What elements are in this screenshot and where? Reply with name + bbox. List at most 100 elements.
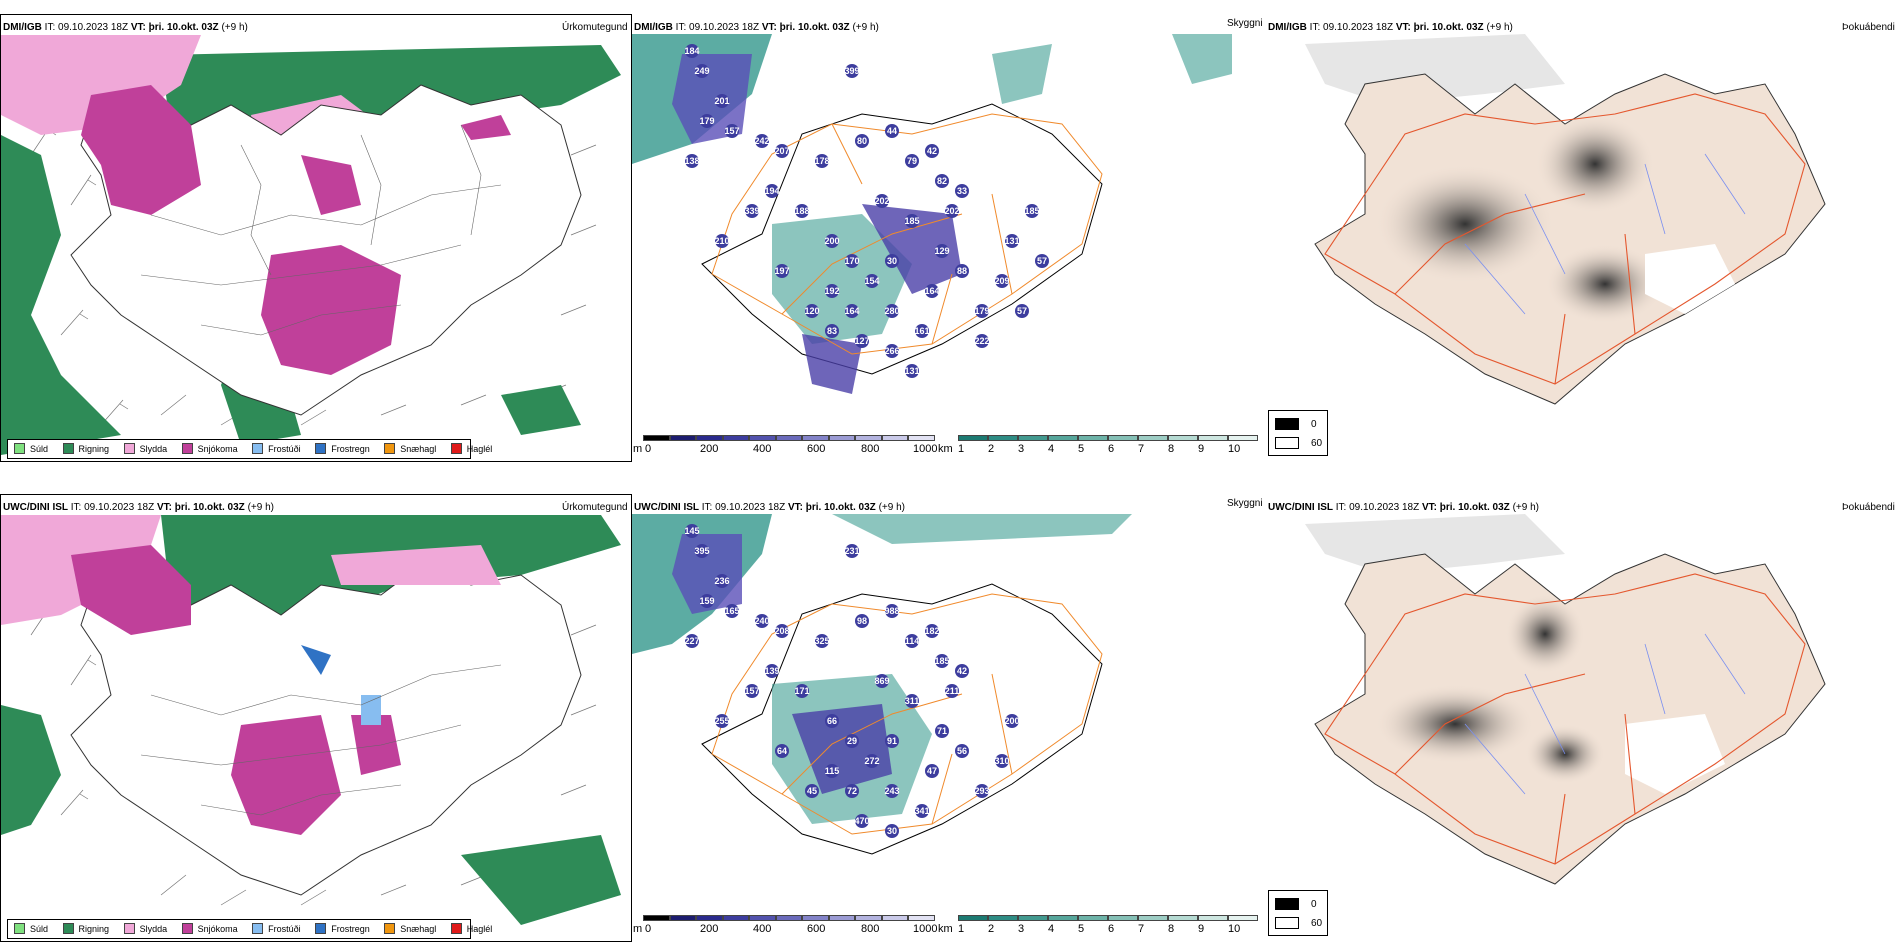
cloud-base-marker [865, 754, 879, 768]
fog-map [1305, 34, 1826, 405]
river-network [1464, 633, 1746, 795]
cloud-base-marker [685, 634, 699, 648]
cloud-base-label: 138 [684, 156, 699, 166]
swatch-slydda [123, 923, 135, 934]
cloud-base-label: 33 [957, 186, 967, 196]
visibility-tick: 6 [1108, 923, 1115, 935]
cloud-base-marker [885, 784, 899, 798]
precip-panel-title: Úrkomutegund [562, 22, 628, 33]
cloud-base-marker [725, 124, 739, 138]
rain-area-west [1, 705, 61, 835]
visibility-colorbar-segment [1108, 915, 1138, 921]
swatch-frostudi [252, 443, 264, 454]
cloud-base-label: 208 [774, 626, 789, 636]
cloud-base-tick: 600 [807, 443, 826, 455]
fog-legend: 0 60 [1268, 410, 1328, 456]
cloud-base-label: 98 [857, 616, 867, 626]
cloud-panel-title: Skyggni [1227, 498, 1263, 509]
cloud-base-colorbar-segments [643, 915, 935, 921]
cloud-base-marker [905, 214, 919, 228]
legend-item-haglel: Haglél [450, 923, 492, 934]
cloud-base-colorbar-segment [749, 915, 776, 921]
cloud-base-label: 310 [994, 756, 1009, 766]
cloud-base-label: 341 [914, 806, 929, 816]
cloud-base-label: 30 [887, 256, 897, 266]
cloud-area-south [802, 334, 862, 394]
visibility-tick: 10 [1228, 443, 1241, 455]
cloud-base-marker [935, 174, 949, 188]
cloud-base-marker [1025, 204, 1039, 218]
cloud-base-label: 145 [684, 526, 699, 536]
cloud-base-unit: m [633, 923, 643, 935]
legend-item-rigning: Rigning [62, 443, 109, 454]
visibility-colorbar-segment [1198, 915, 1228, 921]
cloud-base-marker [755, 134, 769, 148]
cloud-panel-header: DMI/IGB IT: 09.10.2023 18Z VT: þri. 10.o… [634, 22, 879, 33]
cloud-base-marker [795, 204, 809, 218]
cloud-base-label: 227 [684, 636, 699, 646]
cloud-base-marker [775, 624, 789, 638]
freezing-drizzle-area [361, 695, 381, 725]
cloud-base-label: 82 [937, 176, 947, 186]
snow-area-central [231, 715, 341, 835]
cloud-base-marker [935, 654, 949, 668]
cloud-base-label: 200 [824, 236, 839, 246]
cloud-base-marker [765, 184, 779, 198]
visibility-tick: 5 [1078, 443, 1085, 455]
cloud-base-marker [715, 94, 729, 108]
cloud-base-label: 114 [905, 636, 920, 646]
cloud-base-marker [915, 324, 929, 338]
cloud-base-label: 272 [864, 756, 879, 766]
cloud-base-marker [885, 734, 899, 748]
freezing-rain-area [301, 645, 331, 675]
visibility-tick: 2 [988, 923, 995, 935]
cloud-base-tick: 0 [645, 923, 652, 935]
cloud-base-label: 988 [884, 606, 899, 616]
cloud-base-marker [715, 574, 729, 588]
cloud-base-marker [755, 614, 769, 628]
cloud-base-label: 197 [774, 266, 789, 276]
cloud-base-marker [765, 664, 779, 678]
cloud-base-label: 200 [1004, 716, 1019, 726]
visibility-colorbar-segment [1138, 435, 1168, 441]
cloud-base-label: 192 [824, 286, 839, 296]
row-1: Súld Rigning Slydda Snjókoma Frostúði Fr… [0, 0, 1900, 470]
legend-item-snjokoma: Snjókoma [181, 443, 238, 454]
cloud-base-colorbar-segment [643, 435, 670, 441]
cloud-base-marker [845, 304, 859, 318]
cloud-base-colorbar-segment [669, 435, 697, 441]
cloud-base-label: 57 [1037, 256, 1047, 266]
swatch-frostregn [315, 923, 327, 934]
visibility-colorbar-segment [1108, 435, 1138, 441]
visibility-colorbar-segment [1048, 915, 1078, 921]
glacier-vatnajokull [1645, 244, 1735, 314]
snow-area-central [261, 245, 401, 375]
cloud-base-marker [805, 784, 819, 798]
cloud-base-label: 182 [924, 626, 939, 636]
fog-area-north [1505, 594, 1585, 674]
cloud-base-label: 179 [699, 116, 714, 126]
cloud-base-marker [995, 274, 1009, 288]
fog-legend-swatch-black [1275, 898, 1299, 910]
cloud-base-marker [775, 264, 789, 278]
river-network [1464, 153, 1746, 315]
cloud-base-marker [1015, 304, 1029, 318]
cloud-base-marker [825, 714, 839, 728]
visibility-tick: 1 [958, 443, 965, 455]
cloud-base-label: 164 [844, 306, 859, 316]
visibility-colorbar-segment [958, 915, 988, 921]
cloud-base-marker [775, 744, 789, 758]
fog-area-west [1375, 164, 1555, 284]
cloud-base-marker [925, 764, 939, 778]
cloud-base-label: 56 [957, 746, 967, 756]
visibility-tick: 8 [1168, 923, 1175, 935]
precip-legend-items: Súld Rigning Slydda Snjókoma Frostúði Fr… [14, 923, 504, 936]
cloud-base-marker [695, 64, 709, 78]
cloud-base-marker [725, 604, 739, 618]
visibility-colorbar-segment [1138, 915, 1168, 921]
legend-item-frostregn: Frostregn [315, 443, 370, 454]
cloud-base-marker [855, 614, 869, 628]
fog-legend-swatch-white [1275, 917, 1299, 929]
cloud-base-label: 185 [904, 216, 919, 226]
